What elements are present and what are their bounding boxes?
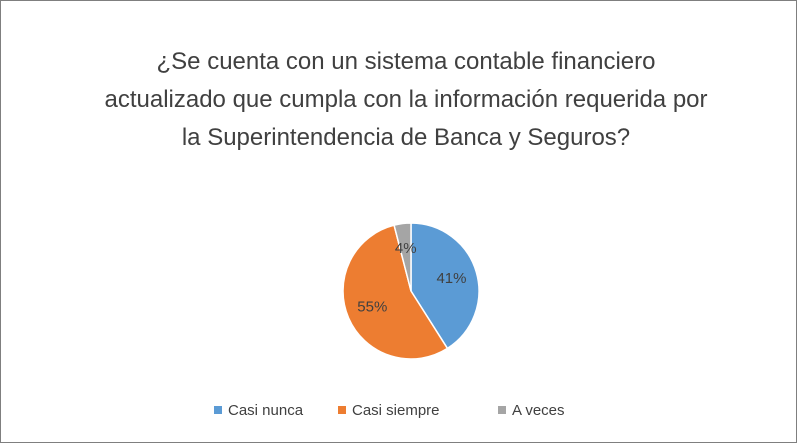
- pie-slice: [342, 224, 449, 360]
- data-label: 41%: [436, 270, 466, 287]
- data-label: 55%: [357, 299, 387, 316]
- chart-title: ¿Se cuenta con un sistema contable finan…: [104, 48, 708, 151]
- data-label: 4%: [395, 240, 417, 257]
- legend-label: Casi nunca: [228, 402, 304, 419]
- legend-label: Casi siempre: [352, 402, 440, 419]
- pie-slice: [393, 222, 412, 292]
- legend-swatch: [338, 406, 346, 414]
- legend-swatch: [214, 406, 222, 414]
- legend-swatch: [498, 406, 506, 414]
- legend-label: A veces: [512, 402, 565, 419]
